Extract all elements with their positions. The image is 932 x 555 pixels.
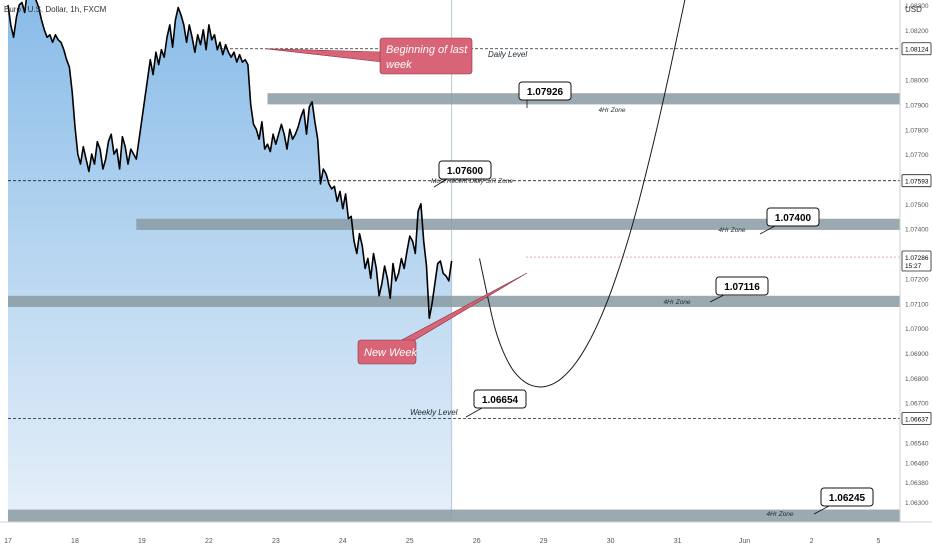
annotation-line-1b: week [386,59,412,71]
zone-label-1: 4Hr Zone [598,107,625,114]
callout-box-5 [473,389,527,409]
x-axis-panel [0,522,932,550]
price-line [7,0,453,319]
annotation-pointer-1 [264,48,383,63]
x-tick-1: 17 [4,538,12,545]
zone-1 [267,93,901,105]
zone-label-3: 4Hr Zone [663,299,690,306]
level-label-1: Daily Level [488,50,527,59]
x-tick-12: Jun [739,538,750,545]
x-tick-9: 29 [540,538,548,545]
x-tick-13: 2 [810,538,814,545]
y-tick-11: 1.07000 [905,326,929,333]
price-tag-4: 1.06637 [905,416,929,423]
x-tick-4: 22 [205,538,213,545]
callout-pointer-2 [433,178,448,188]
x-tick-10: 30 [607,538,615,545]
callout-box-2 [438,160,492,180]
x-tick-8: 26 [473,538,481,545]
callout-box-4 [715,276,769,296]
annotation-box-2 [357,339,417,365]
callout-value-4: 1.07116 [724,282,760,293]
price-tag-1: 1.08124 [905,47,929,54]
x-tick-3: 19 [138,538,146,545]
zone-label-4: 4Hr Zone [766,511,793,518]
y-tick-10: 1.07100 [905,301,929,308]
y-tick-16: 1.06460 [905,460,929,467]
y-tick-7: 1.07500 [905,202,929,209]
x-tick-2: 18 [71,538,79,545]
level-label-3: Weekly Level [410,408,458,417]
y-tick-15: 1.06540 [905,440,929,447]
zone-4 [8,509,900,522]
annotation-box-1 [379,37,473,75]
projection-path [479,0,686,388]
callout-box-6 [820,487,874,507]
callout-value-2: 1.07600 [447,166,484,177]
zone-2 [136,218,901,230]
currency-label: USD [905,5,922,14]
y-tick-6: 1.07700 [905,152,929,159]
price-tag-3: 1.07286 [905,255,929,262]
callout-value-1: 1.07926 [527,87,564,98]
callout-box-3 [766,207,820,227]
price-tag-box-2 [901,174,932,188]
callout-pointer-6 [813,505,830,515]
y-tick-18: 1.06300 [905,500,929,507]
x-tick-11: 31 [674,538,682,545]
y-tick-9: 1.07200 [905,276,929,283]
callout-box-1 [518,81,572,101]
y-tick-8: 1.07400 [905,227,929,234]
y-tick-17: 1.06380 [905,480,929,487]
level-label-2: Most Recent Daily S/R Zone [431,178,513,185]
zone-label-2: 4Hr Zone [718,227,745,234]
annotation-text-2: New Week [364,347,417,359]
x-tick-7: 25 [406,538,414,545]
price-tag-box-3 [901,250,932,272]
y-tick-2: 1.08200 [905,28,929,35]
y-tick-1: 1.08300 [905,3,929,10]
zone-3 [8,295,900,307]
y-tick-4: 1.07900 [905,102,929,109]
x-tick-5: 23 [272,538,280,545]
price-tag-box-1 [901,42,932,56]
callout-pointer-5 [465,407,483,418]
annotation-line-1a: Beginning of last [386,44,468,56]
price-tag-box-4 [901,411,932,425]
callout-value-3: 1.07400 [775,213,812,224]
symbol-title: Euro / U.S. Dollar, 1h, FXCM [4,5,107,14]
callout-value-6: 1.06245 [829,493,866,504]
y-tick-14: 1.06700 [905,401,929,408]
countdown: 15:27 [905,263,922,270]
price-area-fill [8,0,452,522]
y-tick-5: 1.07800 [905,127,929,134]
callout-pointer-3 [759,225,776,235]
y-tick-12: 1.06900 [905,351,929,358]
callout-pointer-4 [709,294,725,303]
y-tick-13: 1.06800 [905,376,929,383]
y-tick-3: 1.08000 [905,78,929,85]
x-tick-6: 24 [339,538,347,545]
y-axis-panel [900,0,932,550]
price-tag-2: 1.07593 [905,179,929,186]
x-tick-14: 5 [877,538,881,545]
callout-value-5: 1.06654 [482,395,519,406]
